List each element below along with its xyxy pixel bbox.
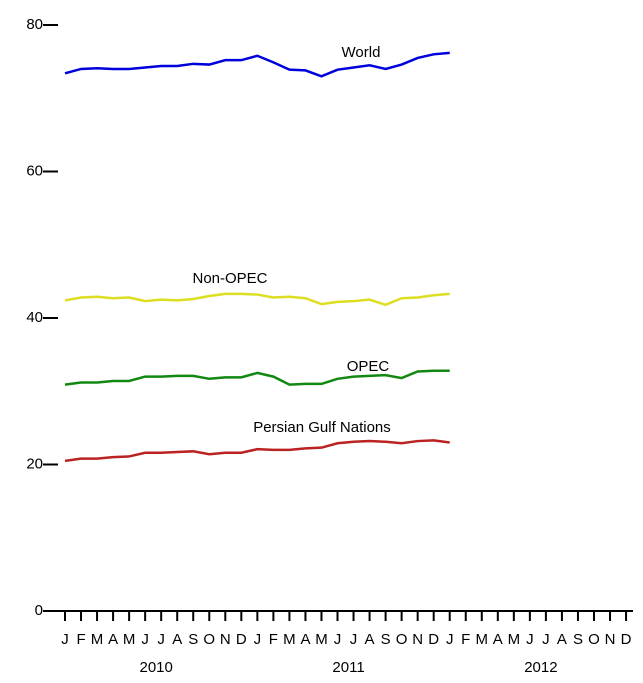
series-label: Non-OPEC bbox=[192, 270, 267, 287]
y-tick-label: 40 bbox=[26, 309, 43, 326]
x-tick-label: J bbox=[542, 631, 550, 648]
series-line bbox=[64, 51, 450, 78]
x-tick-label: M bbox=[91, 631, 104, 648]
x-tick-label: D bbox=[428, 631, 439, 648]
x-tick-label: O bbox=[396, 631, 408, 648]
x-tick-label: A bbox=[300, 631, 310, 648]
x-tick-label: J bbox=[334, 631, 342, 648]
series-label: Persian Gulf Nations bbox=[253, 419, 391, 436]
x-tick-label: A bbox=[365, 631, 375, 648]
series-line bbox=[64, 439, 450, 463]
x-tick-label: O bbox=[588, 631, 600, 648]
x-tick-label: J bbox=[350, 631, 358, 648]
series-line bbox=[64, 292, 450, 307]
year-label: 2011 bbox=[332, 659, 364, 676]
x-tick-label: M bbox=[508, 631, 521, 648]
series-line bbox=[64, 369, 450, 386]
x-tick-label: S bbox=[188, 631, 198, 648]
y-tick-label: 80 bbox=[26, 16, 43, 33]
y-tick-label: 20 bbox=[26, 455, 43, 472]
x-tick-label: M bbox=[283, 631, 296, 648]
x-tick-label: D bbox=[621, 631, 632, 648]
x-tick-label: J bbox=[254, 631, 262, 648]
y-tick-label: 60 bbox=[26, 162, 43, 179]
series-label: World bbox=[342, 44, 381, 61]
x-tick-label: S bbox=[381, 631, 391, 648]
x-tick-label: M bbox=[123, 631, 136, 648]
x-tick-label: N bbox=[412, 631, 423, 648]
x-tick-label: J bbox=[61, 631, 69, 648]
x-tick-label: A bbox=[557, 631, 567, 648]
x-tick-label: A bbox=[493, 631, 503, 648]
x-tick-label: J bbox=[141, 631, 149, 648]
year-label: 2012 bbox=[524, 659, 557, 676]
x-tick-label: F bbox=[269, 631, 278, 648]
x-tick-label: M bbox=[476, 631, 489, 648]
x-tick-label: M bbox=[315, 631, 328, 648]
x-tick-label: F bbox=[461, 631, 470, 648]
x-tick-label: J bbox=[157, 631, 165, 648]
series-label: OPEC bbox=[347, 358, 390, 375]
x-tick-label: F bbox=[76, 631, 85, 648]
x-tick-label: S bbox=[573, 631, 583, 648]
x-tick-label: A bbox=[108, 631, 118, 648]
x-tick-label: J bbox=[446, 631, 454, 648]
x-tick-label: N bbox=[605, 631, 616, 648]
x-tick-label: A bbox=[172, 631, 182, 648]
year-label: 2010 bbox=[139, 659, 172, 676]
x-tick-label: J bbox=[526, 631, 534, 648]
x-tick-label: N bbox=[220, 631, 231, 648]
y-tick-label: 0 bbox=[35, 602, 43, 619]
x-tick-label: O bbox=[203, 631, 215, 648]
x-tick-label: D bbox=[236, 631, 247, 648]
